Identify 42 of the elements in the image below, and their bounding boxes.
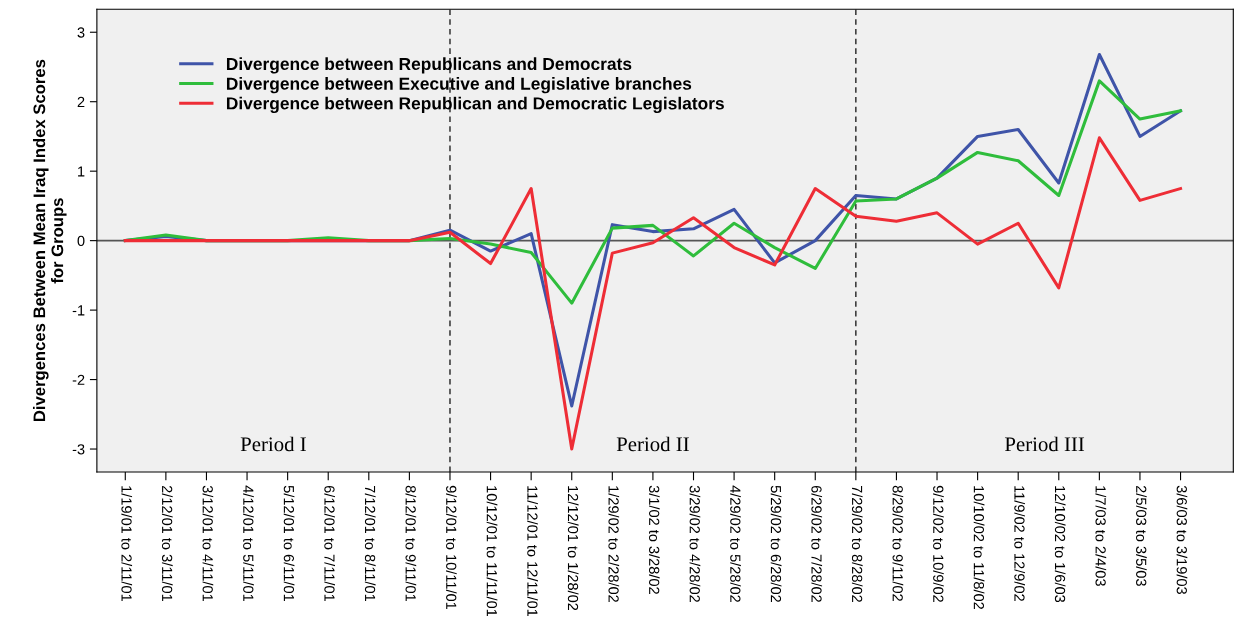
x-tick-label: 7/12/01 to 8/11/01	[364, 485, 376, 601]
x-tick-label: 3/29/02 to 4/28/02	[689, 485, 701, 602]
x-tick-label: 8/29/02 to 9/11/02	[892, 485, 904, 601]
annotation: Period I	[240, 436, 306, 452]
y-tick-label: -1	[72, 305, 85, 316]
y-tick-label: 2	[77, 96, 85, 107]
x-tick-label: 11/12/01 to 12/11/01	[527, 486, 538, 617]
x-tick-label: 5/12/01 to 6/11/01	[283, 485, 295, 601]
x-tick-label: 1/7/03 to 2/4/03	[1095, 486, 1107, 586]
x-tick-label: 6/29/02 to 7/28/02	[811, 485, 823, 602]
x-tick-label: 3/1/02 to 3/28/02	[649, 485, 660, 594]
x-tick-label: 3/6/03 to 3/19/03	[1176, 485, 1188, 594]
x-tick-label: 4/12/01 to 5/11/01	[243, 485, 254, 601]
x-tick-label: 7/29/02 to 8/28/02	[851, 485, 863, 602]
y-tick-label: -2	[72, 374, 85, 385]
x-tick-label: 1/19/01 to 2/11/01	[121, 486, 133, 601]
legend-label: Divergence between Republican and Democratic Legislators	[226, 96, 724, 114]
x-tick-label: 11/9/02 to 12/9/02	[1014, 486, 1025, 601]
x-tick-label: 10/12/01 to 11/11/01	[486, 486, 498, 617]
y-tick-label: 0	[77, 235, 85, 247]
legend-label: Divergence between Executive and Legislative branches	[226, 77, 692, 94]
x-tick-label: 4/29/02 to 5/28/02	[730, 485, 741, 602]
y-axis-title: Divergences Between Mean Iraq Index Scores for Groups	[32, 59, 67, 422]
line-series	[123, 136, 1183, 451]
legend-label: Divergence between Republicans and Democrats	[226, 57, 632, 74]
x-tick-label: 8/12/01 to 9/11/01	[405, 485, 417, 601]
x-tick-label: 5/29/02 to 6/28/02	[770, 485, 782, 602]
y-tick-label: 1	[78, 166, 85, 177]
y-tick-label: -3	[72, 444, 85, 455]
x-tick-label: 12/10/02 to 1/6/03	[1054, 486, 1066, 603]
x-tick-label: 2/12/01 to 3/11/01	[161, 485, 173, 601]
annotation: Period III	[1004, 436, 1085, 452]
annotation: Period II	[616, 436, 689, 452]
y-tick-label: 3	[77, 27, 85, 38]
x-tick-label: 1/29/02 to 2/28/02	[608, 486, 620, 602]
x-tick-label: 6/12/01 to 7/11/01	[324, 485, 336, 601]
x-tick-label: 12/12/01 to 1/28/02	[567, 486, 579, 611]
x-tick-label: 3/12/01 to 4/11/01	[202, 485, 214, 601]
x-tick-label: 2/5/03 to 3/5/03	[1136, 485, 1147, 586]
x-tick-label: 10/10/02 to 11/8/02	[973, 486, 985, 610]
x-tick-label: 9/12/01 to 10/11/01	[446, 485, 457, 610]
x-tick-label: 9/12/02 to 10/9/02	[933, 485, 944, 602]
